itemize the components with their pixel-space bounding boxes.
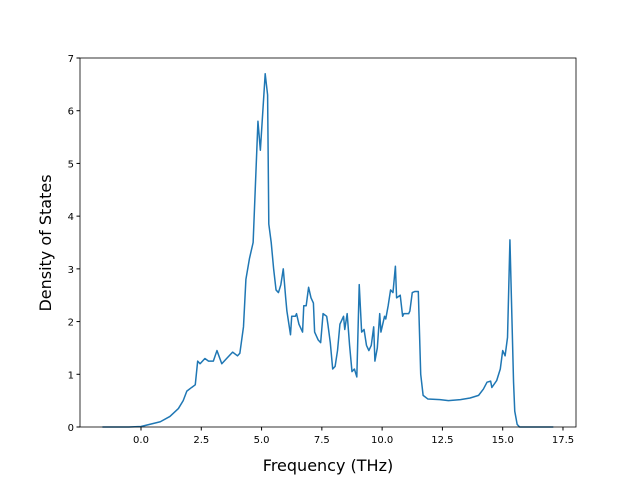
y-tick-label: 7 (68, 54, 74, 65)
x-tick-label: 10.0 (371, 435, 393, 446)
y-tick-label: 6 (68, 107, 74, 118)
x-tick-label: 7.5 (314, 435, 330, 446)
x-axis-label: Frequency (THz) (263, 456, 393, 475)
y-axis-label: Density of States (36, 174, 55, 311)
y-tick-label: 3 (68, 265, 74, 276)
y-tick-label: 4 (68, 212, 74, 223)
axes-frame (79, 57, 577, 428)
y-tick-label: 5 (68, 159, 74, 170)
x-tick-label: 17.5 (552, 435, 574, 446)
x-tick-label: 15.0 (492, 435, 514, 446)
x-tick-label: 12.5 (431, 435, 453, 446)
x-tick-label: 2.5 (193, 435, 209, 446)
line-series (102, 73, 554, 428)
x-tick-label: 5.0 (254, 435, 270, 446)
y-tick-label: 1 (68, 370, 74, 381)
x-tick-label: 0.0 (133, 435, 149, 446)
y-tick-label: 2 (68, 318, 74, 329)
y-tick-label: 0 (68, 423, 74, 434)
